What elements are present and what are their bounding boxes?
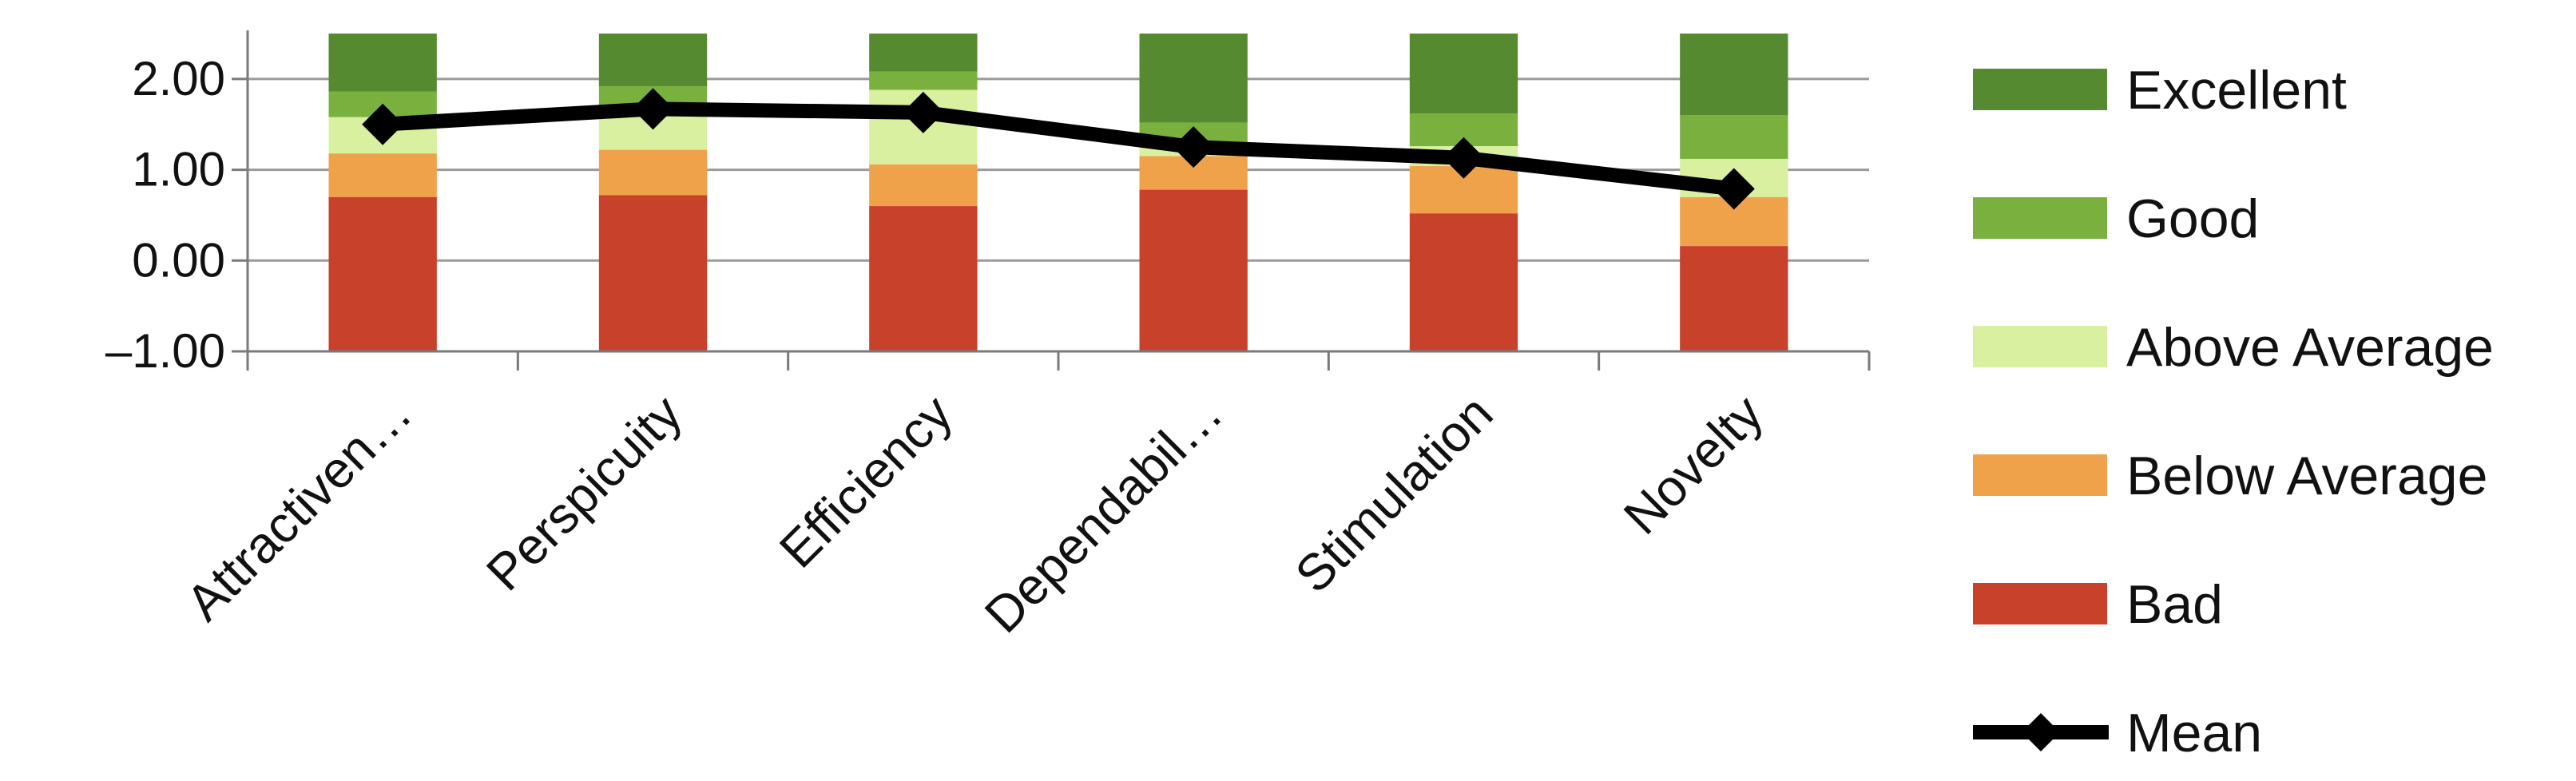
bar-segment-excellent (1409, 34, 1518, 114)
x-category-label: Novelty (1613, 384, 1774, 545)
y-tick-label: 2.00 (132, 52, 225, 105)
legend-swatch-mean-marker (2022, 713, 2060, 751)
legend-swatch-below-average (1973, 454, 2107, 496)
legend: Excellent Good Above Average Below Average B… (1973, 60, 2494, 763)
bar-segment-below-average (598, 149, 708, 196)
mean-series (362, 88, 1755, 210)
stacked-bars (328, 34, 1788, 351)
x-category-label: Stimulation (1284, 384, 1504, 604)
bar-segment-bad (598, 195, 708, 351)
legend-swatch-bad (1973, 583, 2107, 624)
bar-segment-good (1680, 115, 1788, 159)
x-category-label: Perspicuity (475, 384, 693, 601)
bar-segment-bad (1680, 246, 1788, 351)
legend-swatch-good (1973, 197, 2107, 239)
mean-marker (1173, 126, 1215, 168)
bar-segment-bad (869, 206, 978, 351)
x-category-label: Dependabil… (974, 384, 1233, 644)
bar-segment-bad (1409, 213, 1518, 351)
bar-segment-below-average (328, 153, 437, 197)
legend-label: Good (2126, 188, 2259, 249)
legend-swatch-above-average (1973, 326, 2107, 367)
legend-label: Bad (2126, 574, 2223, 635)
legend-swatch-excellent (1973, 69, 2107, 110)
bar-segment-bad (328, 196, 437, 351)
bar-segment-excellent (598, 34, 708, 86)
mean-marker (1443, 137, 1485, 179)
mean-marker (1713, 168, 1755, 210)
mean-marker (902, 91, 944, 133)
bar-segment-excellent (1680, 34, 1788, 116)
legend-label: Above Average (2126, 317, 2494, 378)
legend-label: Excellent (2126, 60, 2347, 121)
bar-segment-excellent (328, 34, 437, 92)
bar-segment-below-average (869, 164, 978, 207)
y-tick-label: –1.00 (105, 324, 225, 378)
y-tick-label: 1.00 (132, 143, 225, 196)
legend-label: Below Average (2126, 446, 2487, 506)
bar-segment-excellent (1139, 34, 1248, 123)
x-category-label: Efficiency (768, 384, 963, 579)
bar-segment-bad (1139, 189, 1248, 351)
mean-line (382, 101, 1735, 196)
y-tick-label: 0.00 (132, 233, 225, 287)
mean-marker (632, 88, 674, 130)
x-category-label: Attractiven… (175, 384, 423, 632)
mean-marker (362, 103, 404, 145)
bar-segment-excellent (869, 34, 978, 72)
legend-label: Mean (2126, 703, 2262, 763)
bar-segment-good (869, 71, 978, 90)
